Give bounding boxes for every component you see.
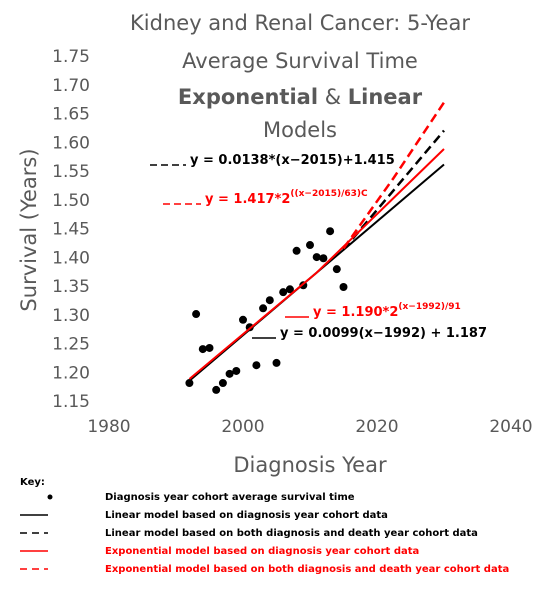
data-point xyxy=(272,358,281,367)
x-tick-label: 2040 xyxy=(489,417,532,437)
data-point xyxy=(285,285,294,294)
data-point xyxy=(265,296,274,305)
data-point xyxy=(306,241,314,250)
legend-label: Diagnosis year cohort average survival t… xyxy=(105,492,355,503)
x-tick-label: 2000 xyxy=(221,417,264,437)
annotation-text: y = 0.0099(x−1992) + 1.187 xyxy=(280,326,487,341)
annotation: y = 0.0138*(x−2015)+1.415 xyxy=(190,153,395,168)
data-point xyxy=(218,379,227,388)
data-point xyxy=(192,310,201,319)
data-point xyxy=(205,343,214,352)
title-part: & xyxy=(318,85,348,109)
title-line: Models xyxy=(263,118,337,142)
annotation-superscript: (x−1992)/91 xyxy=(398,302,460,312)
model-line xyxy=(188,148,445,380)
data-point xyxy=(252,361,261,370)
data-point xyxy=(312,253,321,262)
data-point xyxy=(185,379,194,388)
legend-symbol xyxy=(47,494,53,500)
data-point xyxy=(198,345,207,354)
data-point xyxy=(319,254,328,263)
x-tick-label: 1980 xyxy=(87,417,130,437)
y-tick-label: 1.75 xyxy=(52,47,90,67)
y-tick-label: 1.60 xyxy=(52,133,90,153)
model-line xyxy=(342,101,446,250)
title-line: Average Survival Time xyxy=(182,49,418,73)
y-tick-label: 1.65 xyxy=(52,105,90,125)
annotation-text: y = 1.417*2 xyxy=(205,192,290,207)
title-line: Exponential & Linear xyxy=(178,85,423,109)
y-tick-label: 1.15 xyxy=(52,392,90,412)
data-point xyxy=(232,366,241,375)
annotation: y = 0.0099(x−1992) + 1.187 xyxy=(280,326,487,341)
annotation-text: y = 1.190*2 xyxy=(313,305,398,320)
x-tick-label: 2020 xyxy=(355,417,398,437)
title-part: Linear xyxy=(348,85,423,109)
y-tick-label: 1.50 xyxy=(52,191,90,211)
y-tick-label: 1.70 xyxy=(52,76,90,96)
title-line: Kidney and Renal Cancer: 5-Year xyxy=(130,11,470,35)
annotation-superscript: ((x−2015)/63)C xyxy=(290,189,368,199)
title-part: Exponential xyxy=(178,85,318,109)
data-point xyxy=(259,304,268,313)
annotation: y = 1.417*2((x−2015)/63)C xyxy=(205,189,368,207)
data-point xyxy=(339,283,348,291)
x-axis-title: Diagnosis Year xyxy=(233,453,387,477)
legend-title: Key: xyxy=(20,477,45,488)
legend-label: Exponential model based on diagnosis yea… xyxy=(105,546,419,557)
y-tick-label: 1.40 xyxy=(52,248,90,268)
legend-label: Exponential model based on both diagnosi… xyxy=(105,564,509,575)
y-tick-label: 1.30 xyxy=(52,306,90,326)
data-point xyxy=(326,227,335,236)
legend-label: Linear model based on both diagnosis and… xyxy=(105,528,478,539)
y-tick-label: 1.25 xyxy=(52,335,90,355)
data-point xyxy=(212,385,221,394)
annotation: y = 1.190*2(x−1992)/91 xyxy=(313,302,461,320)
data-point xyxy=(225,369,234,378)
model-line xyxy=(342,129,445,251)
y-tick-label: 1.35 xyxy=(52,277,90,297)
annotation-text: y = 0.0138*(x−2015)+1.415 xyxy=(190,153,395,168)
y-tick-label: 1.45 xyxy=(52,220,90,240)
legend-label: Linear model based on diagnosis year coh… xyxy=(105,510,388,521)
data-point xyxy=(292,246,301,255)
y-tick-label: 1.55 xyxy=(52,162,90,182)
data-point xyxy=(279,288,288,297)
y-tick-label: 1.20 xyxy=(52,363,90,383)
data-point xyxy=(332,265,341,274)
y-axis-title: Survival (Years) xyxy=(17,148,41,311)
data-point xyxy=(239,315,247,324)
